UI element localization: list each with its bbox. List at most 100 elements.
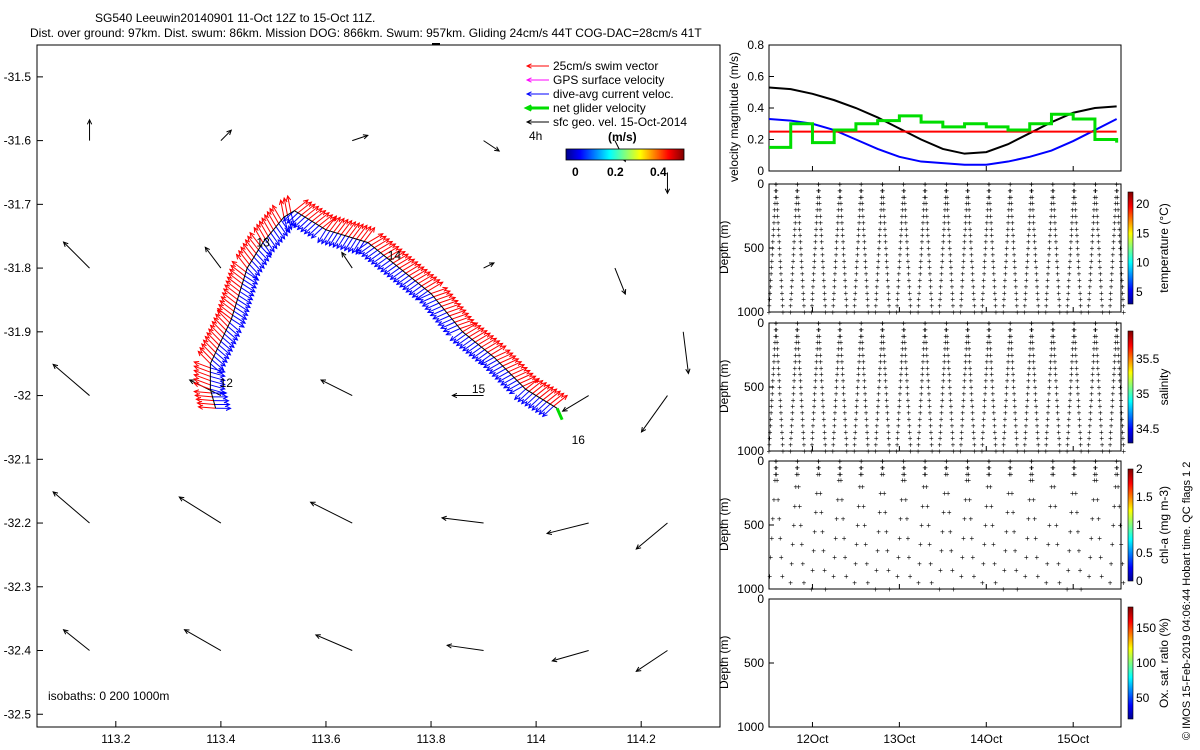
profile-point: + [1035, 289, 1040, 298]
profile-point: + [927, 263, 932, 272]
profile-point: + [921, 357, 926, 366]
current-arrow-head [223, 353, 230, 360]
profile-point: + [1118, 521, 1123, 530]
profile-point: + [885, 270, 890, 279]
profile-ylabel: Depth (m) [717, 498, 731, 551]
profile-point: + [1074, 212, 1079, 221]
profile-point: + [1088, 409, 1093, 418]
profile-point: + [771, 377, 776, 386]
current-arrow [283, 210, 295, 222]
profile-point: + [1116, 357, 1121, 366]
profile-point: + [795, 319, 800, 328]
swim-arrow-head [221, 292, 228, 298]
profile-point: + [901, 332, 906, 341]
profile-point: + [802, 447, 807, 456]
profile-point: + [1004, 396, 1009, 405]
current-arrow-head [219, 376, 226, 382]
profile-point: + [917, 415, 922, 424]
profile-point: + [1070, 212, 1075, 221]
swim-arrow-head [323, 212, 330, 218]
profile-point: + [1113, 351, 1118, 360]
map-ytick-label: -32.4 [4, 644, 32, 658]
profile-point: + [944, 186, 949, 195]
profile-point: + [857, 212, 862, 221]
legend-label-0: 25cm/s swim vector [553, 59, 658, 73]
current-arrow [380, 262, 394, 273]
profile-point: + [767, 295, 772, 304]
current-arrow [425, 302, 440, 310]
profile-point: + [899, 225, 904, 234]
profile-point: + [771, 364, 776, 373]
colorbar-label: salinity [1157, 369, 1171, 406]
profile-point: + [855, 257, 860, 266]
current-arrow-head [310, 233, 317, 239]
profile-point: + [908, 302, 913, 311]
swim-arrow [508, 364, 525, 373]
time-tick-label: 12Oct [796, 732, 829, 746]
profile-point: + [1014, 295, 1019, 304]
current-arrow [355, 242, 369, 252]
profile-point: + [835, 370, 840, 379]
swim-arrow-head [504, 349, 511, 355]
geostrophic-arrow-head [62, 241, 69, 247]
swim-arrow-head [193, 365, 200, 371]
current-arrow-head [500, 380, 507, 386]
current-arrow [328, 233, 338, 247]
current-arrow [235, 302, 250, 312]
swim-arrow [392, 253, 409, 264]
profile-point: + [816, 470, 821, 479]
swim-arrow [383, 246, 399, 256]
profile-point: + [1072, 180, 1077, 189]
profile-point: + [810, 289, 815, 298]
profile-point: + [863, 389, 868, 398]
profile-point: + [971, 421, 976, 430]
profile-point: + [968, 225, 973, 234]
profile-point: + [961, 263, 966, 272]
swim-arrow [247, 235, 259, 251]
profile-point: + [814, 225, 819, 234]
current-arrow-head [399, 282, 405, 288]
profile-point: + [958, 308, 963, 317]
profile-point: + [821, 547, 826, 556]
profile-point: + [981, 289, 986, 298]
profile-point: + [971, 289, 976, 298]
geostrophic-arrow-head [188, 379, 195, 385]
profile-point: + [1074, 357, 1079, 366]
profile-point: + [878, 364, 883, 373]
profile-point: + [944, 457, 949, 466]
profile-point: + [990, 377, 995, 386]
profile-point: + [1114, 180, 1119, 189]
current-arrow [348, 238, 357, 252]
profile-point: + [1015, 302, 1020, 311]
profile-point: + [832, 276, 837, 285]
current-arrow-head [437, 321, 444, 326]
profile-point: + [1078, 428, 1083, 437]
profile-point: + [780, 289, 785, 298]
profile-point: + [841, 389, 846, 398]
swim-arrow-head [202, 339, 209, 346]
profile-point: + [838, 325, 843, 334]
current-arrow [218, 344, 231, 356]
profile-point: + [1028, 332, 1033, 341]
profile-point: + [1115, 332, 1120, 341]
swim-arrow [459, 322, 477, 330]
profile-point: + [1112, 370, 1117, 379]
current-arrow [234, 306, 248, 316]
profile-point: + [796, 193, 801, 202]
profile-point: + [987, 457, 992, 466]
profile-point: + [959, 428, 964, 437]
profile-point: + [942, 489, 947, 498]
profile-point: + [1121, 295, 1126, 304]
profile-point: + [920, 231, 925, 240]
geostrophic-arrow [441, 517, 484, 524]
profile-point: + [1097, 534, 1102, 543]
profile-point: + [773, 332, 778, 341]
profile-point: + [985, 345, 990, 354]
profile-point: + [1072, 319, 1077, 328]
profile-point: + [838, 319, 843, 328]
profile-point: + [795, 319, 800, 328]
current-arrow-head [225, 405, 232, 411]
profile-point: + [987, 193, 992, 202]
profile-point: + [812, 263, 817, 272]
velocity-panel: 00.20.40.60.8 velocity magnitude (m/s) [727, 38, 1122, 182]
